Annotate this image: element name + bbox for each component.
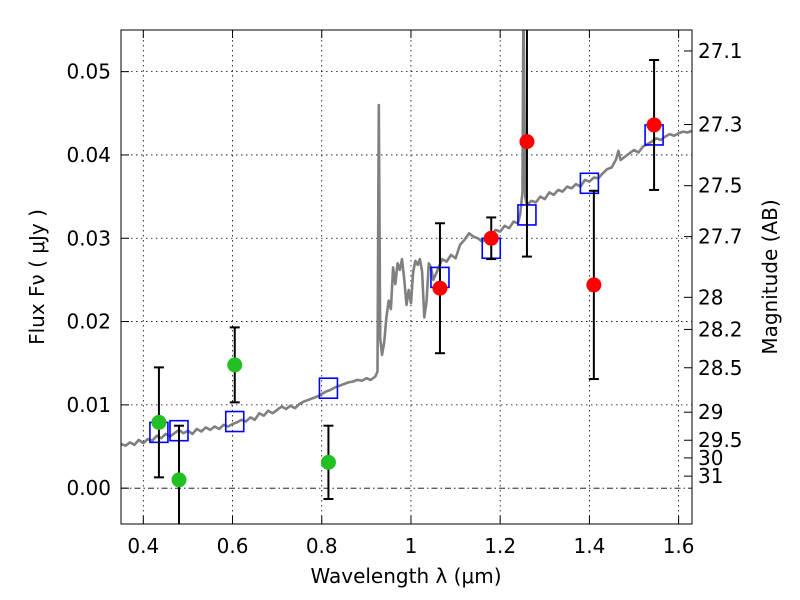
x-tick-label: 0.8 [306, 534, 338, 558]
y-tick-label: 0.01 [66, 393, 111, 417]
y-axis-right-label: Magnitude (AB) [758, 199, 782, 354]
mag-tick-label: 28.5 [698, 356, 743, 380]
x-tick-label: 1.2 [484, 534, 516, 558]
model-photometry-square [579, 172, 600, 195]
observed-nir-point [483, 230, 499, 246]
y-tick-label: 0.03 [66, 226, 111, 250]
data-layer [121, 30, 692, 524]
x-axis-label: Wavelength λ (μm) [310, 564, 501, 588]
mag-tick-label: 27.1 [698, 39, 743, 63]
y-tick-label: 0.02 [66, 310, 111, 334]
mag-tick-label: 28.2 [698, 317, 743, 341]
x-tick-label: 1.6 [663, 534, 695, 558]
y-tick-label: 0.00 [66, 476, 111, 500]
observed-nir-point [586, 277, 602, 293]
observed-optical-point [227, 357, 243, 373]
mag-tick-label: 31 [698, 464, 723, 488]
x-tick-label: 0.4 [127, 534, 159, 558]
x-tick-label: 1 [405, 534, 418, 558]
model-photometry-square [224, 410, 245, 433]
mag-tick-label: 30 [698, 446, 723, 470]
mag-tick-label: 28 [698, 285, 723, 309]
observed-nir-point [432, 280, 448, 296]
observed-optical-point [171, 472, 187, 488]
model-photometry-square [318, 377, 339, 400]
plot-frame [120, 29, 693, 525]
y-tick-label: 0.04 [66, 143, 111, 167]
mag-tick-label: 27.5 [698, 174, 743, 198]
observed-nir-point [519, 134, 535, 150]
grid [121, 30, 692, 524]
mag-tick-label: 27.7 [698, 225, 743, 249]
y-axis-label: Flux Fν ( μJy ) [25, 209, 49, 345]
mag-tick-label: 27.3 [698, 113, 743, 137]
model-spectrum-line [121, 30, 692, 448]
ticks: 0.4 0.6 0.8 1 1.2 1.4 1.6 0.00 0.01 0.02 0.03 0.04 0… [66, 30, 743, 558]
x-tick-label: 1.4 [573, 534, 605, 558]
observed-nir-point [646, 117, 662, 133]
mag-tick-label: 29 [698, 400, 723, 424]
x-tick-label: 0.6 [217, 534, 249, 558]
observed-optical-point [320, 454, 336, 470]
y-tick-label: 0.05 [66, 60, 111, 84]
observed-optical-point [151, 414, 167, 430]
mag-tick-label: 29.5 [698, 428, 743, 452]
